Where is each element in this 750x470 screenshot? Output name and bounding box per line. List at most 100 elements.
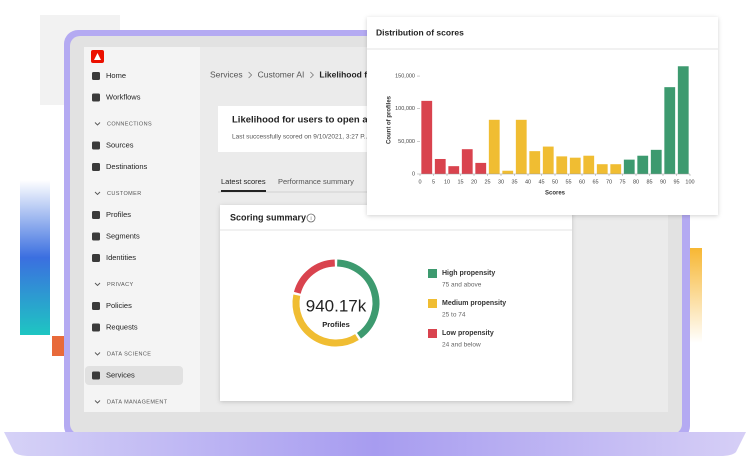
bar bbox=[596, 164, 608, 174]
nav-icon bbox=[92, 323, 100, 332]
y-axis-label: Count of profiles bbox=[387, 95, 393, 144]
info-icon[interactable] bbox=[306, 213, 316, 223]
tab-indicator bbox=[221, 190, 266, 192]
bar bbox=[637, 155, 649, 174]
legend: High propensity 75 and above Medium propen… bbox=[428, 269, 506, 349]
sidebar-nav: Home Workflows CONNECTIONS Sources Destinati… bbox=[92, 71, 168, 405]
x-tick-label: 40 bbox=[525, 179, 531, 185]
nav-item[interactable]: Services bbox=[106, 370, 135, 379]
donut-segment bbox=[336, 259, 380, 339]
tab[interactable]: Latest scores bbox=[221, 177, 266, 186]
chevron bbox=[94, 191, 101, 196]
x-tick-label: 5 bbox=[432, 179, 435, 185]
nav-icon bbox=[92, 93, 100, 102]
nav-section[interactable]: CUSTOMER bbox=[107, 191, 142, 197]
chevron bbox=[94, 282, 101, 287]
x-tick-label: 95 bbox=[673, 179, 679, 185]
nav-section[interactable]: DATA MANAGEMENT bbox=[107, 399, 168, 405]
nav-icon bbox=[92, 232, 100, 241]
chevron bbox=[94, 352, 101, 356]
breadcrumb-sep bbox=[248, 71, 253, 79]
x-tick-label: 100 bbox=[685, 179, 694, 185]
legend-range: 24 and below bbox=[442, 342, 481, 349]
x-tick-label: 10 bbox=[444, 179, 450, 185]
bar bbox=[542, 146, 554, 174]
y-tick-label: 50,000 bbox=[398, 139, 415, 145]
nav-icon bbox=[92, 254, 100, 262]
breadcrumb-item[interactable]: Customer AI bbox=[258, 69, 305, 79]
chart-title: Distribution of scores bbox=[376, 27, 464, 37]
y-tick-label: 0 bbox=[412, 171, 415, 177]
nav-item[interactable]: Identities bbox=[106, 253, 136, 262]
nav-icon bbox=[92, 211, 100, 219]
nav-icon bbox=[92, 371, 100, 380]
x-tick-label: 55 bbox=[565, 179, 571, 185]
nav-icon bbox=[92, 163, 100, 171]
bar bbox=[623, 159, 635, 174]
nav-item[interactable]: Destinations bbox=[106, 162, 148, 171]
header-card bbox=[218, 106, 378, 152]
adobe-logo-mark bbox=[94, 53, 101, 60]
info-icon-glyph: i bbox=[310, 216, 311, 222]
donut-segment bbox=[293, 259, 336, 294]
sidebar bbox=[84, 47, 200, 412]
nav-item[interactable]: Profiles bbox=[106, 210, 131, 219]
legend-range: 25 to 74 bbox=[442, 312, 466, 319]
bar bbox=[677, 66, 689, 174]
x-tick-label: 35 bbox=[511, 179, 517, 185]
decor bbox=[20, 180, 50, 335]
header-subtitle: Last successfully scored on 9/10/2021, 3… bbox=[232, 134, 369, 141]
legend-swatch bbox=[428, 269, 437, 278]
donut-segment bbox=[292, 294, 359, 347]
nav-selected bbox=[85, 366, 183, 385]
bar bbox=[475, 162, 487, 174]
x-tick-label: 45 bbox=[538, 179, 544, 185]
x-tick-label: 65 bbox=[592, 179, 598, 185]
x-tick-label: 15 bbox=[457, 179, 463, 185]
x-tick-label: 30 bbox=[498, 179, 504, 185]
x-tick-label: 75 bbox=[619, 179, 625, 185]
x-tick-label: 90 bbox=[660, 179, 666, 185]
bar bbox=[448, 166, 460, 174]
bar bbox=[488, 119, 500, 174]
bar bbox=[556, 156, 568, 174]
breadcrumb-item: Likelihood fo bbox=[319, 69, 372, 79]
nav-section[interactable]: DATA SCIENCE bbox=[107, 351, 151, 357]
bar bbox=[421, 100, 433, 174]
y-tick-label: 100,000 bbox=[395, 106, 415, 112]
x-tick-label: 50 bbox=[552, 179, 558, 185]
donut-total: 940.17k bbox=[306, 296, 367, 315]
nav-item[interactable]: Policies bbox=[106, 301, 132, 310]
bar bbox=[650, 149, 662, 174]
tab[interactable]: Performance summary bbox=[278, 177, 354, 186]
breadcrumb: Services Customer AI Likelihood fo bbox=[210, 69, 372, 79]
nav-icon bbox=[92, 72, 100, 80]
legend-name: Low propensity bbox=[442, 330, 494, 337]
bar bbox=[664, 87, 676, 174]
legend-name: Medium propensity bbox=[442, 300, 506, 307]
nav-section[interactable]: PRIVACY bbox=[107, 282, 134, 288]
nav-item[interactable]: Workflows bbox=[106, 92, 141, 101]
bar bbox=[515, 119, 527, 174]
x-axis-label: Scores bbox=[545, 191, 566, 197]
laptop-base bbox=[4, 432, 746, 456]
x-tick-label: 60 bbox=[579, 179, 585, 185]
bar bbox=[502, 170, 514, 174]
nav-section[interactable]: CONNECTIONS bbox=[107, 121, 152, 127]
breadcrumb-sep bbox=[310, 71, 314, 79]
nav-item[interactable]: Requests bbox=[106, 322, 138, 331]
legend-range: 75 and above bbox=[442, 282, 482, 289]
card-title: Scoring summary bbox=[230, 212, 306, 222]
nav-item[interactable]: Segments bbox=[106, 231, 140, 240]
y-tick-label: 150,000 bbox=[395, 74, 415, 80]
x-tick-label: 20 bbox=[471, 179, 477, 185]
donut bbox=[292, 259, 380, 347]
breadcrumb-item[interactable]: Services bbox=[210, 69, 243, 79]
nav-item[interactable]: Home bbox=[106, 71, 126, 80]
nav-item[interactable]: Sources bbox=[106, 140, 134, 149]
nav-icon bbox=[92, 141, 100, 150]
scoring-card bbox=[220, 205, 572, 401]
x-tick-label: 85 bbox=[646, 179, 652, 185]
